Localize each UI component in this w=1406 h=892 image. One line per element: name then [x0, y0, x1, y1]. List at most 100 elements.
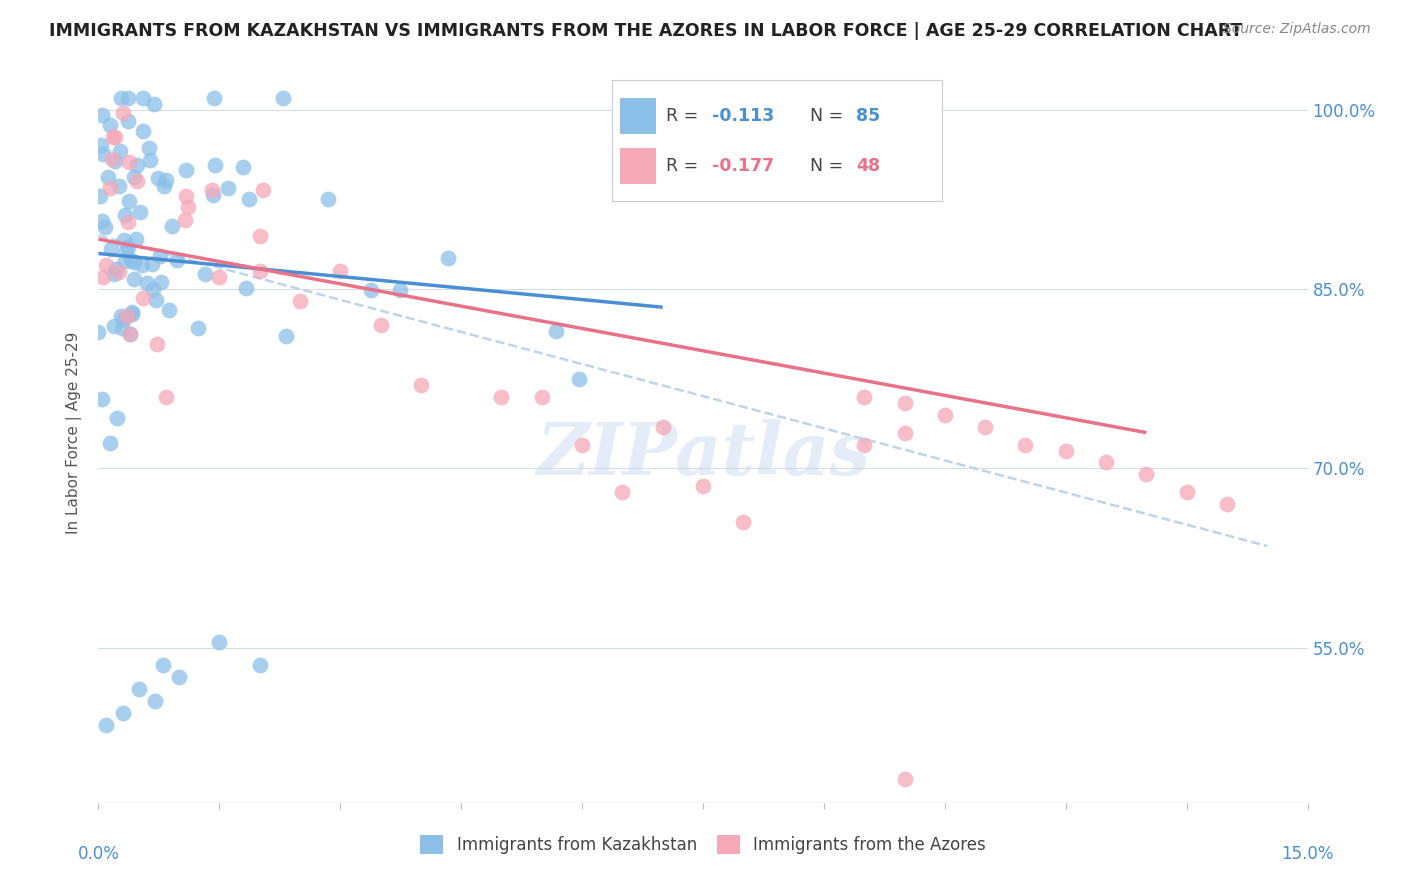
- Point: [110, 309, 132, 323]
- Point: [530, 390, 553, 404]
- Point: [108, 179, 131, 194]
- Point: [249, 658, 271, 673]
- Point: [201, 187, 224, 202]
- Point: [124, 169, 146, 184]
- Text: ZIPatlas: ZIPatlas: [536, 419, 870, 491]
- Point: [1175, 485, 1198, 500]
- Point: [155, 172, 177, 186]
- Point: [90, 392, 112, 406]
- Point: [141, 256, 163, 270]
- Point: [110, 321, 132, 335]
- Point: [131, 258, 153, 272]
- Point: [132, 291, 155, 305]
- Point: [136, 276, 159, 290]
- Point: [571, 437, 593, 451]
- Point: [149, 250, 172, 264]
- Point: [110, 91, 132, 105]
- Point: [692, 479, 714, 493]
- Point: [118, 326, 141, 341]
- Point: [143, 97, 166, 112]
- Point: [98, 181, 121, 195]
- Point: [274, 329, 297, 343]
- Point: [544, 324, 567, 338]
- Point: [105, 410, 128, 425]
- Point: [288, 294, 311, 309]
- Point: [127, 174, 149, 188]
- Point: [91, 147, 114, 161]
- Point: [155, 391, 177, 405]
- Text: 48: 48: [856, 157, 880, 175]
- Point: [98, 118, 121, 132]
- Point: [117, 91, 139, 105]
- Point: [204, 158, 226, 172]
- Point: [176, 163, 198, 178]
- Point: [91, 214, 114, 228]
- Point: [389, 283, 412, 297]
- Point: [112, 233, 135, 247]
- Text: R =: R =: [666, 157, 704, 175]
- Point: [103, 267, 125, 281]
- Point: [1095, 455, 1118, 469]
- Point: [1135, 467, 1157, 482]
- Point: [142, 282, 165, 296]
- Point: [329, 264, 352, 278]
- Point: [143, 694, 166, 708]
- Point: [108, 264, 131, 278]
- Point: [177, 200, 200, 214]
- Point: [893, 425, 915, 440]
- Point: [90, 138, 112, 153]
- Point: [232, 160, 254, 174]
- Point: [208, 634, 231, 648]
- Point: [893, 396, 915, 410]
- Point: [148, 170, 170, 185]
- Point: [733, 515, 755, 529]
- Point: [974, 419, 997, 434]
- Point: [112, 312, 135, 326]
- Point: [111, 706, 134, 721]
- Point: [118, 154, 141, 169]
- Point: [98, 435, 121, 450]
- Point: [103, 319, 125, 334]
- Point: [160, 219, 183, 233]
- Point: [121, 305, 143, 319]
- Point: [370, 318, 392, 333]
- Point: [115, 309, 138, 323]
- Point: [166, 253, 188, 268]
- Point: [217, 181, 239, 195]
- Point: [436, 251, 458, 265]
- Bar: [620, 98, 657, 135]
- Point: [853, 437, 876, 451]
- Point: [138, 140, 160, 154]
- Point: [187, 321, 209, 335]
- Point: [101, 153, 124, 167]
- Point: [91, 270, 114, 285]
- Point: [176, 189, 198, 203]
- Point: [120, 253, 142, 268]
- Point: [128, 205, 150, 219]
- Point: [122, 272, 145, 286]
- Point: [139, 153, 162, 167]
- Point: [249, 229, 271, 244]
- Point: [157, 303, 180, 318]
- Point: [360, 284, 382, 298]
- Point: [87, 325, 110, 339]
- Point: [167, 670, 190, 684]
- Point: [194, 267, 217, 281]
- Point: [173, 213, 195, 227]
- Point: [97, 170, 120, 185]
- Point: [114, 208, 136, 222]
- Point: [103, 130, 125, 145]
- Point: [125, 158, 148, 172]
- Text: R =: R =: [666, 107, 704, 125]
- Point: [100, 242, 122, 256]
- Point: [893, 772, 915, 786]
- Point: [132, 91, 155, 105]
- Text: IMMIGRANTS FROM KAZAKHSTAN VS IMMIGRANTS FROM THE AZORES IN LABOR FORCE | AGE 25: IMMIGRANTS FROM KAZAKHSTAN VS IMMIGRANTS…: [49, 22, 1243, 40]
- Text: N =: N =: [810, 107, 849, 125]
- Point: [104, 130, 127, 145]
- Point: [132, 123, 155, 137]
- Text: 15.0%: 15.0%: [1281, 845, 1334, 863]
- Point: [271, 91, 294, 105]
- Point: [104, 154, 127, 169]
- Point: [651, 419, 673, 434]
